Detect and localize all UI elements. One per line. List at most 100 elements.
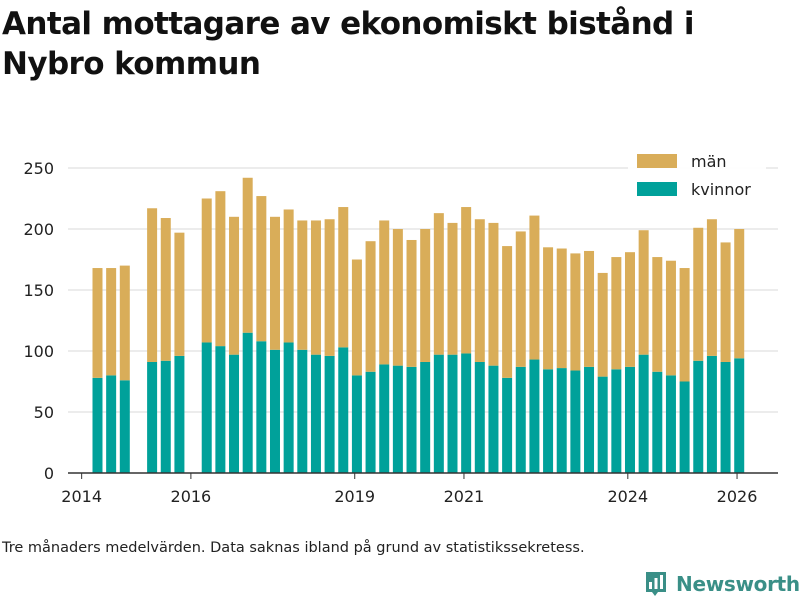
bar-man — [515, 231, 526, 367]
bar-kvinnor — [665, 375, 676, 473]
bar-man — [242, 177, 253, 333]
legend-label-kvinnor: kvinnor — [691, 180, 751, 199]
bar-man — [119, 265, 130, 381]
bar-man — [106, 268, 117, 376]
bar-man — [706, 219, 717, 356]
bar-kvinnor — [160, 360, 171, 473]
bar-kvinnor — [201, 342, 212, 473]
bar-kvinnor — [269, 349, 280, 473]
bar-man — [351, 259, 362, 376]
bar-kvinnor — [447, 354, 458, 473]
legend-label-man: män — [691, 152, 727, 171]
x-tick-label: 2019 — [334, 487, 375, 506]
bar-kvinnor — [529, 359, 540, 473]
bar-man — [652, 257, 663, 372]
bar-kvinnor — [556, 368, 567, 473]
bar-kvinnor — [488, 365, 499, 473]
bar-kvinnor — [297, 349, 308, 473]
x-tick-label: 2026 — [717, 487, 758, 506]
stacked-bar-chart: 0 50 100 150 200 250 2014 2016 2019 2021 2024 2026 m… — [23, 152, 778, 506]
bar-man — [461, 207, 472, 354]
bar-man — [433, 213, 444, 355]
x-tick-label: 2014 — [61, 487, 102, 506]
bar-man — [215, 191, 226, 347]
bar-kvinnor — [174, 355, 185, 473]
bar-man — [283, 209, 294, 343]
bar-kvinnor — [597, 376, 608, 473]
bar-kvinnor — [119, 380, 130, 473]
bar-man — [502, 246, 513, 378]
bar-man — [611, 257, 622, 370]
bar-kvinnor — [324, 355, 335, 473]
bar-kvinnor — [734, 358, 745, 473]
bar-kvinnor — [693, 360, 704, 473]
bar-man — [420, 229, 431, 362]
bar-man — [556, 248, 567, 369]
page-title: Antal mottagare av ekonomiskt bistånd i … — [2, 6, 694, 82]
y-tick-label: 100 — [23, 342, 54, 361]
bar-man — [406, 239, 417, 367]
bar-kvinnor — [406, 366, 417, 473]
bar-kvinnor — [515, 366, 526, 473]
bar-man — [734, 229, 745, 359]
bar-man — [474, 219, 485, 362]
bar-man — [324, 219, 335, 356]
brand-logo[interactable]: Newsworthy — [644, 568, 800, 600]
bar-man — [201, 198, 212, 343]
bar-man — [638, 230, 649, 355]
bar-kvinnor — [638, 354, 649, 473]
bar-man — [665, 260, 676, 376]
bar-kvinnor — [147, 361, 158, 473]
bar-man — [92, 268, 103, 378]
brand-name: Newsworthy — [676, 572, 800, 596]
bar-man — [447, 222, 458, 355]
bar-kvinnor — [215, 346, 226, 473]
bar-kvinnor — [584, 366, 595, 473]
bar-man — [624, 252, 635, 367]
bar-man — [297, 220, 308, 350]
bar-man — [256, 196, 267, 342]
bar-man — [679, 268, 690, 382]
bar-kvinnor — [461, 353, 472, 473]
x-tick-label: 2021 — [444, 487, 485, 506]
y-tick-label: 150 — [23, 281, 54, 300]
bar-man — [529, 215, 540, 360]
bar-man — [147, 208, 158, 362]
bar-kvinnor — [351, 375, 362, 473]
bar-man — [269, 216, 280, 350]
bar-kvinnor — [365, 371, 376, 473]
bar-kvinnor — [502, 377, 513, 473]
bar-man — [543, 247, 554, 370]
bar-man — [693, 227, 704, 361]
y-tick-label: 0 — [44, 464, 54, 483]
bar-man — [570, 253, 581, 371]
bar-kvinnor — [706, 355, 717, 473]
bar-kvinnor — [283, 342, 294, 473]
legend-swatch-man — [637, 154, 677, 168]
bar-man — [174, 232, 185, 356]
bar-kvinnor — [652, 371, 663, 473]
y-tick-label: 50 — [34, 403, 54, 422]
y-tick-label: 250 — [23, 159, 54, 178]
bar-kvinnor — [720, 361, 731, 473]
bar-kvinnor — [92, 377, 103, 473]
legend-swatch-kvinnor — [637, 182, 677, 196]
bar-kvinnor — [679, 381, 690, 473]
bar-kvinnor — [379, 364, 390, 473]
bar-man — [584, 250, 595, 367]
bar-man — [379, 220, 390, 365]
bar-man — [597, 272, 608, 377]
bar-man — [365, 241, 376, 372]
bar-kvinnor — [242, 332, 253, 473]
footnote: Tre månaders medelvärden. Data saknas ib… — [2, 540, 585, 556]
bar-man — [229, 216, 240, 355]
x-tick-label: 2016 — [171, 487, 212, 506]
newsworthy-logo-icon — [646, 572, 666, 596]
bar-kvinnor — [256, 341, 267, 473]
bar-kvinnor — [106, 375, 117, 473]
bar-kvinnor — [420, 361, 431, 473]
x-tick-label: 2024 — [607, 487, 648, 506]
bar-kvinnor — [392, 365, 403, 473]
bar-kvinnor — [433, 354, 444, 473]
bar-kvinnor — [543, 369, 554, 473]
